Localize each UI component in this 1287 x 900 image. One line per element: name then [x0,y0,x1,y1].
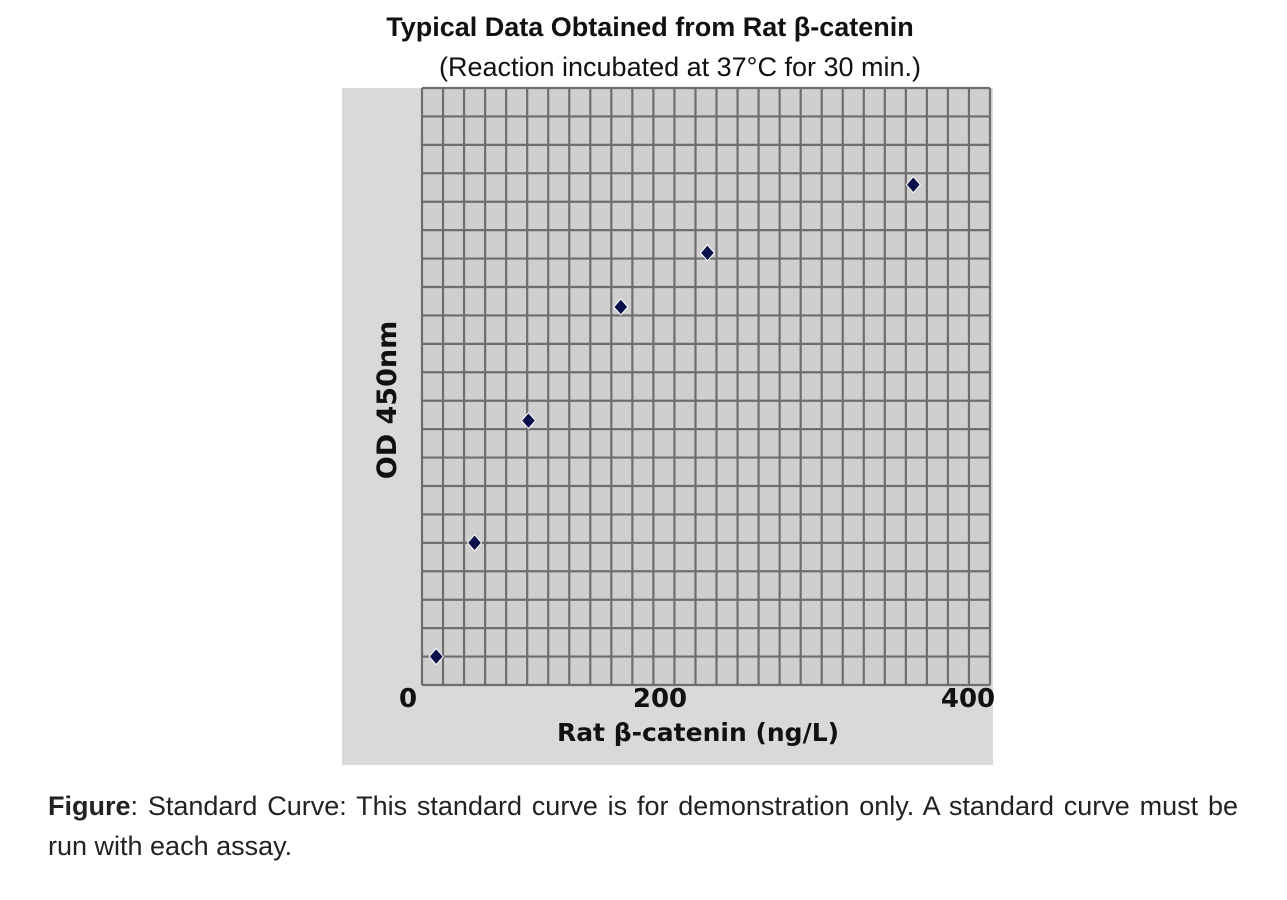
data-point [699,244,716,262]
x-tick-label: 200 [633,684,687,714]
caption-label: Figure [48,791,131,821]
data-point [613,298,629,316]
x-axis-label: Rat β-catenin (ng/L) [557,718,839,747]
data-point [905,175,921,194]
chart-subtitle: (Reaction incubated at 37°C for 30 min.) [438,52,922,82]
plot-area [422,88,990,685]
data-point [428,647,444,666]
chart-title: Typical Data Obtained from Rat β-catenin [386,12,914,42]
x-tick-label: 0 [399,684,417,714]
data-point [520,411,537,430]
data-point [466,534,483,552]
x-tick-label: 400 [941,684,995,714]
caption-text: : Standard Curve: This standard curve is… [48,791,1238,861]
figure-caption: Figure: Standard Curve: This standard cu… [48,786,1238,866]
y-axis-label: OD 450nm [372,321,403,479]
